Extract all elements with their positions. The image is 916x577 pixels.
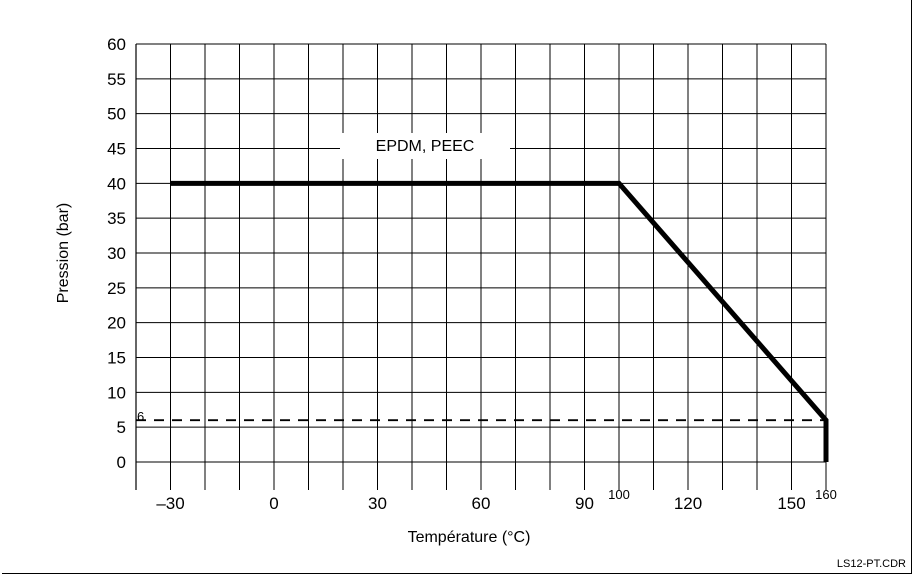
- y-tick-label: 45: [107, 140, 126, 159]
- x-tick-label: 120: [674, 494, 702, 513]
- y-tick-label: 30: [107, 244, 126, 263]
- x-axis-label: Température (°C): [408, 529, 531, 546]
- y-tick-label: 15: [107, 349, 126, 368]
- reference-line-group: 6: [136, 409, 826, 424]
- series-group: [170, 180, 829, 462]
- x-tick-label: 90: [575, 494, 594, 513]
- y-tick-label: 0: [117, 453, 126, 472]
- file-credit: LS12-PT.CDR: [836, 558, 906, 570]
- x-tick-label-small: 160: [815, 487, 837, 502]
- x-tick-label: 30: [368, 494, 387, 513]
- y-tick-label: 40: [107, 174, 126, 193]
- y-tick-label: 55: [107, 70, 126, 89]
- y-tick-label: 25: [107, 279, 126, 298]
- x-tick-label: 60: [472, 494, 491, 513]
- x-tick-label: 0: [269, 494, 278, 513]
- y-tick-label: 20: [107, 314, 126, 333]
- y-axis-label: Pression (bar): [55, 203, 72, 303]
- y-tick-label: 5: [117, 418, 126, 437]
- series-line-epdm-peec: [170, 180, 829, 462]
- grid: [135, 43, 827, 490]
- y-tick-label: 35: [107, 209, 126, 228]
- y-tick-label: 60: [107, 35, 126, 54]
- x-tick-label-small: 100: [608, 487, 630, 502]
- series-label-epdm-peec: EPDM, PEEC: [376, 138, 475, 155]
- reference-line-label: 6: [137, 409, 144, 424]
- x-tick-label: 150: [777, 494, 805, 513]
- x-tick-label: –30: [156, 494, 184, 513]
- series-label-background: [340, 133, 510, 159]
- y-tick-label: 10: [107, 383, 126, 402]
- y-tick-label: 50: [107, 105, 126, 124]
- tick-labels: 0 5 10 15 20 25 30 35 40 45 50 55 60 –30 0 30 60 90 120 150…: [107, 35, 837, 513]
